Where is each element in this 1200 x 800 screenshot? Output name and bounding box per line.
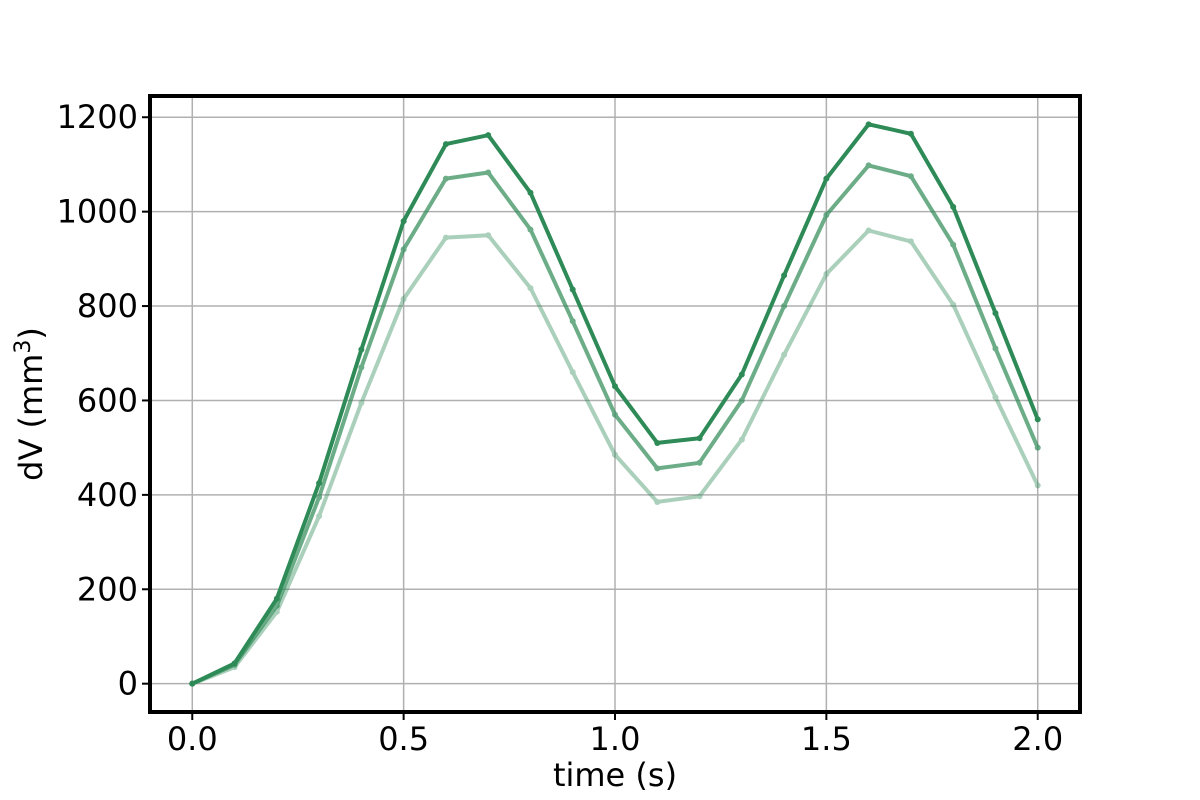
data-point [358,364,365,371]
y-axis-label-end: ) [12,327,50,339]
data-point [612,451,618,458]
data-point [485,232,492,239]
y-tick-label: 600 [77,381,138,419]
data-point [907,130,914,137]
data-point [231,664,238,671]
y-tick-label: 800 [77,287,138,325]
data-point [316,480,323,487]
data-point [527,189,534,196]
data-point [992,310,999,317]
data-point [273,608,280,615]
data-point [738,436,745,443]
data-point [189,680,196,687]
data-point [823,270,830,277]
data-point [654,465,661,472]
data-point [823,175,830,182]
data-point [1034,482,1041,489]
data-point [696,493,703,500]
data-point [781,303,788,310]
data-point [569,369,576,376]
y-tick-label: 0 [118,665,138,703]
x-tick-label: 1.5 [801,720,852,758]
y-axis-label: dV (mm3) [11,327,50,481]
data-point [358,399,365,406]
data-point [485,169,492,176]
x-tick-label: 1.0 [590,720,641,758]
data-point [442,234,449,241]
data-point [781,272,788,279]
data-point [527,285,534,292]
data-point [612,411,618,418]
data-point [738,397,745,404]
series-3 [189,227,1041,687]
data-point [316,494,323,501]
data-point [316,513,323,520]
data-point [612,383,618,390]
y-axis-label-base: dV (mm [12,354,50,481]
data-point [189,680,196,687]
data-point [865,227,872,234]
data-point [569,318,576,325]
y-tick-label: 400 [77,476,138,514]
x-axis-label: time (s) [553,756,677,794]
data-point [738,371,745,378]
data-point [950,301,957,308]
x-tick-label: 0.0 [167,720,218,758]
data-point [654,498,661,505]
x-tick-label: 2.0 [1012,720,1063,758]
data-point [442,175,449,182]
series-2 [189,162,1041,687]
axis-ticks: 0.0 0.5 1.0 1.5 2.0 0 200 400 600 800 1000 1200 [57,98,1064,758]
data-point [654,439,661,446]
data-point [907,238,914,245]
data-point [696,435,703,442]
data-point [823,211,830,218]
data-point [992,345,999,352]
data-point [400,295,407,302]
data-point [1034,444,1041,451]
data-point [569,286,576,293]
data-point [865,162,872,169]
y-tick-label: 200 [77,570,138,608]
data-point [696,459,703,466]
data-point [950,203,957,210]
data-point [907,173,914,180]
y-tick-label: 1200 [57,98,138,136]
data-point [400,246,407,253]
data-point [400,218,407,225]
series-line [191,228,1040,686]
series-group [189,121,1041,687]
data-point [273,602,280,609]
data-point [992,394,999,401]
data-point [442,141,449,148]
data-point [781,351,788,358]
y-axis-label-superscript: 3 [11,340,36,354]
x-tick-label: 0.5 [378,720,429,758]
y-tick-label: 1000 [57,193,138,231]
data-point [485,132,492,139]
data-point [950,241,957,248]
data-point [865,121,872,128]
grid [150,96,1080,712]
data-point [358,346,365,353]
data-point [231,661,238,668]
data-point [1034,416,1041,423]
data-point [527,226,534,233]
